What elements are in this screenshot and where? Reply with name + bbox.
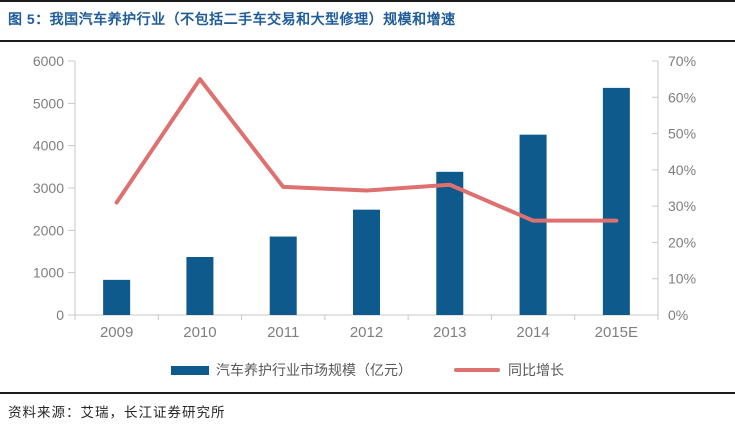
- right-axis-label: 70%: [668, 53, 696, 69]
- left-axis-label: 6000: [33, 53, 64, 69]
- bar-2011: [269, 236, 297, 315]
- left-axis-label: 4000: [33, 138, 64, 154]
- left-axis-label: 3000: [33, 180, 64, 196]
- legend-bar-swatch: [171, 365, 209, 375]
- x-axis-label: 2014: [516, 324, 549, 341]
- bar-2012: [353, 209, 380, 315]
- x-axis-label: 2010: [183, 324, 216, 341]
- figure-title: 图 5：我国汽车养护行业（不包括二手车交易和大型修理）规模和增速: [8, 11, 456, 27]
- x-axis-label: 2012: [350, 324, 383, 341]
- growth-line: [114, 77, 619, 223]
- legend-label-market-size: 汽车养护行业市场规模（亿元）: [216, 362, 412, 378]
- title-divider: [0, 40, 735, 42]
- right-axis-label: 60%: [668, 89, 696, 105]
- right-axis-label: 20%: [668, 234, 696, 250]
- chart-canvas: 0 1000 2000 3000 4000 5000 6000 0% 10% 20% 30% 40% 5…: [33, 53, 696, 341]
- x-axis-label: 2009: [100, 324, 133, 341]
- left-axis-label: 2000: [33, 222, 64, 238]
- bar-2010: [186, 257, 214, 315]
- right-axis-label: 40%: [668, 162, 696, 178]
- top-border: [0, 0, 735, 2]
- legend-item-market-size: 汽车养护行业市场规模（亿元）: [171, 360, 412, 380]
- left-axis-label: 5000: [33, 95, 64, 111]
- bar-2015E: [602, 87, 630, 315]
- legend-item-growth: 同比增长: [454, 360, 564, 380]
- bar-2013: [436, 171, 464, 315]
- legend-label-growth: 同比增长: [508, 362, 564, 378]
- right-axis-label: 30%: [668, 198, 696, 214]
- chart-legend: 汽车养护行业市场规模（亿元） 同比增长: [0, 360, 735, 380]
- legend-line-swatch: [454, 368, 500, 372]
- left-axis-label: 1000: [33, 265, 64, 281]
- x-axis-label: 2015E: [595, 324, 638, 341]
- source-text: 资料来源：艾瑞，长江证券研究所: [8, 405, 226, 420]
- x-axis-label: 2011: [267, 324, 299, 341]
- right-axis-label: 0%: [668, 307, 688, 323]
- x-axis-label: 2013: [433, 324, 466, 341]
- bar-2014: [519, 134, 547, 315]
- bar-2009: [103, 279, 131, 315]
- right-axis-label: 10%: [668, 271, 696, 287]
- left-axis-label: 0: [56, 307, 64, 323]
- right-axis-label: 50%: [668, 126, 696, 142]
- source-divider: [0, 392, 735, 394]
